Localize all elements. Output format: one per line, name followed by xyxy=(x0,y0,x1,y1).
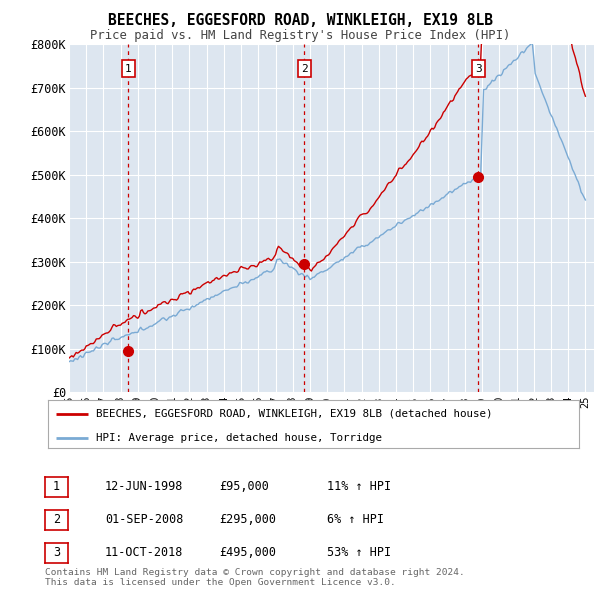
Text: 11-OCT-2018: 11-OCT-2018 xyxy=(105,546,184,559)
Text: £95,000: £95,000 xyxy=(219,480,269,493)
Text: 6% ↑ HPI: 6% ↑ HPI xyxy=(327,513,384,526)
Text: 1: 1 xyxy=(125,64,131,74)
Text: BEECHES, EGGESFORD ROAD, WINKLEIGH, EX19 8LB: BEECHES, EGGESFORD ROAD, WINKLEIGH, EX19… xyxy=(107,13,493,28)
Text: 2: 2 xyxy=(301,64,308,74)
Text: £495,000: £495,000 xyxy=(219,546,276,559)
Text: 1: 1 xyxy=(53,480,60,493)
Text: Price paid vs. HM Land Registry's House Price Index (HPI): Price paid vs. HM Land Registry's House … xyxy=(90,29,510,42)
Text: This data is licensed under the Open Government Licence v3.0.: This data is licensed under the Open Gov… xyxy=(45,578,396,587)
Text: BEECHES, EGGESFORD ROAD, WINKLEIGH, EX19 8LB (detached house): BEECHES, EGGESFORD ROAD, WINKLEIGH, EX19… xyxy=(96,408,492,418)
Text: HPI: Average price, detached house, Torridge: HPI: Average price, detached house, Torr… xyxy=(96,432,382,442)
Text: 2: 2 xyxy=(53,513,60,526)
Text: 53% ↑ HPI: 53% ↑ HPI xyxy=(327,546,391,559)
Text: 3: 3 xyxy=(475,64,482,74)
Text: Contains HM Land Registry data © Crown copyright and database right 2024.: Contains HM Land Registry data © Crown c… xyxy=(45,568,465,577)
Text: 12-JUN-1998: 12-JUN-1998 xyxy=(105,480,184,493)
Text: 3: 3 xyxy=(53,546,60,559)
Text: 01-SEP-2008: 01-SEP-2008 xyxy=(105,513,184,526)
Text: 11% ↑ HPI: 11% ↑ HPI xyxy=(327,480,391,493)
Text: £295,000: £295,000 xyxy=(219,513,276,526)
